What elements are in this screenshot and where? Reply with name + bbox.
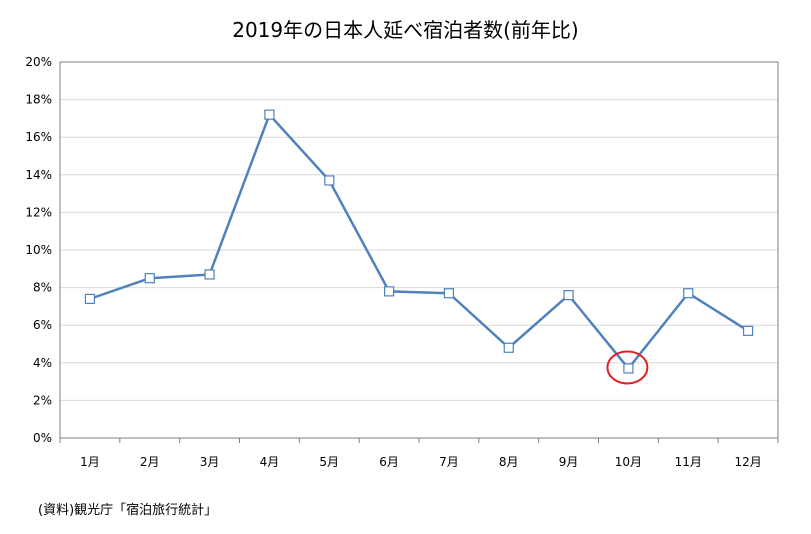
data-point: [563, 290, 574, 301]
data-point: [443, 288, 455, 299]
y-tick-label: 4%: [33, 356, 52, 370]
x-tick-label: 3月: [200, 455, 220, 469]
data-point: [623, 363, 634, 374]
data-point: [683, 288, 694, 299]
series-line: [89, 113, 749, 370]
source-note: (資料)観光庁「宿泊旅行統計」: [38, 503, 218, 518]
x-tick-label: 6月: [379, 455, 399, 469]
highlight-circle: [606, 350, 649, 385]
y-tick-label: 2%: [33, 393, 52, 407]
y-tick-label: 12%: [25, 205, 52, 219]
x-tick-label: 10月: [615, 455, 642, 469]
data-point: [324, 175, 335, 186]
x-tick-label: 5月: [319, 455, 339, 469]
data-point: [204, 269, 215, 280]
x-tick-label: 2月: [140, 455, 160, 469]
data-point: [144, 273, 155, 284]
x-tick-label: 4月: [260, 455, 280, 469]
y-tick-label: 6%: [33, 318, 52, 332]
x-tick-label: 7月: [439, 455, 459, 469]
y-tick-label: 16%: [25, 130, 52, 144]
x-tick-label: 12月: [734, 455, 761, 469]
data-point: [84, 293, 96, 304]
data-point: [383, 286, 395, 297]
y-tick-label: 18%: [25, 93, 52, 107]
x-tick-label: 1月: [80, 455, 100, 469]
y-tick-label: 14%: [25, 168, 52, 182]
y-tick-label: 8%: [33, 281, 52, 295]
data-point: [264, 109, 275, 120]
data-point: [503, 342, 514, 353]
x-tick-label: 9月: [559, 455, 579, 469]
y-tick-label: 0%: [33, 431, 52, 445]
chart-title: 2019年の日本人延べ宿泊者数(前年比): [232, 18, 579, 42]
x-tick-label: 8月: [499, 455, 519, 469]
y-tick-label: 20%: [25, 55, 52, 69]
x-tick-label: 11月: [675, 455, 702, 469]
data-point: [742, 325, 754, 336]
y-tick-label: 10%: [25, 243, 52, 257]
